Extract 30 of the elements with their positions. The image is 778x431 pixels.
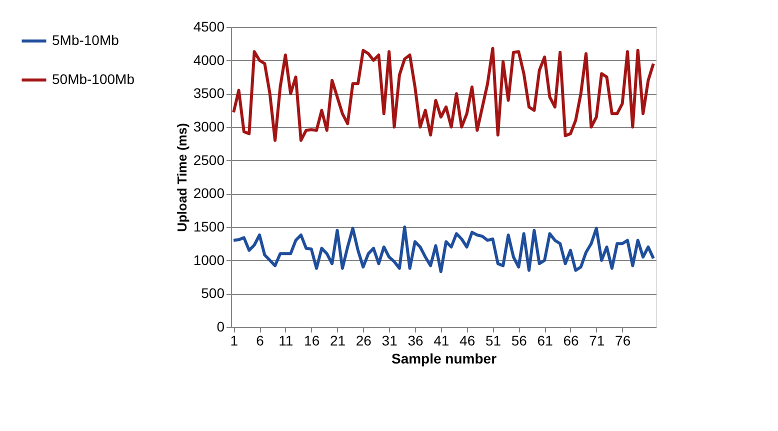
y-tick-label: 4000 — [193, 52, 225, 68]
x-tick-label: 66 — [563, 332, 579, 348]
y-tick-label: 500 — [201, 285, 225, 302]
x-tick-label: 41 — [434, 332, 450, 348]
x-axis-title: Sample number — [391, 350, 498, 366]
x-tick-label: 71 — [589, 332, 605, 348]
x-tick-label: 46 — [460, 332, 476, 348]
y-axis-title: Upload Time (ms) — [174, 123, 190, 232]
x-tick-label: 36 — [408, 332, 424, 348]
x-tick-label: 51 — [485, 332, 502, 348]
legend-label: 5Mb-10Mb — [52, 32, 120, 48]
legend-label: 50Mb-100Mb — [52, 71, 135, 87]
y-tick-label: 3000 — [193, 118, 225, 134]
y-tick-label: 2500 — [193, 152, 225, 168]
x-tick-label: 6 — [256, 332, 264, 348]
x-tick-label: 1 — [230, 332, 238, 348]
x-tick-label: 31 — [382, 332, 398, 348]
x-tick-label: 11 — [278, 332, 294, 348]
y-tick-label: 1000 — [193, 252, 225, 268]
y-tick-label: 4500 — [193, 18, 225, 34]
x-tick-label: 16 — [304, 332, 320, 348]
x-tick-label: 26 — [356, 332, 372, 348]
y-tick-label: 1500 — [193, 218, 225, 234]
y-tick-label: 0 — [216, 318, 225, 334]
y-tick-label: 3500 — [193, 85, 225, 102]
y-tick-label: 2000 — [193, 185, 225, 202]
x-tick-label: 21 — [330, 332, 346, 348]
x-tick-label: 61 — [537, 332, 554, 348]
x-tick-label: 56 — [511, 332, 528, 348]
x-tick-label: 76 — [615, 332, 631, 348]
